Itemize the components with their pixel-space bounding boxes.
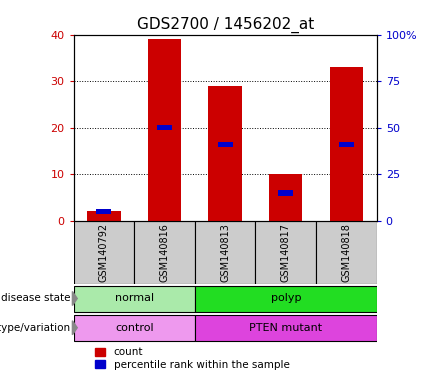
Text: normal: normal: [115, 293, 154, 303]
Text: GSM140792: GSM140792: [99, 223, 109, 282]
Text: genotype/variation: genotype/variation: [0, 323, 71, 333]
Bar: [195, 221, 255, 285]
Bar: [157, 125, 172, 131]
Bar: [316, 221, 377, 285]
Title: GDS2700 / 1456202_at: GDS2700 / 1456202_at: [136, 17, 314, 33]
Bar: [195, 315, 377, 341]
Bar: [74, 221, 134, 285]
Text: GSM140817: GSM140817: [281, 223, 291, 282]
Bar: [255, 221, 316, 285]
Bar: [209, 86, 242, 221]
Bar: [339, 142, 354, 147]
Bar: [134, 221, 195, 285]
Text: GSM140818: GSM140818: [341, 223, 352, 282]
Bar: [269, 174, 303, 221]
Text: GSM140816: GSM140816: [159, 223, 170, 282]
Legend: count, percentile rank within the sample: count, percentile rank within the sample: [94, 346, 291, 371]
Bar: [97, 209, 111, 214]
Text: polyp: polyp: [271, 293, 301, 303]
Bar: [87, 211, 120, 221]
Bar: [74, 286, 195, 312]
Bar: [330, 67, 363, 221]
Text: disease state: disease state: [1, 293, 71, 303]
Bar: [278, 190, 293, 195]
Text: control: control: [115, 323, 154, 333]
Polygon shape: [72, 321, 77, 335]
Polygon shape: [72, 291, 77, 306]
Text: GSM140813: GSM140813: [220, 223, 230, 282]
Bar: [195, 286, 377, 312]
Bar: [218, 142, 233, 147]
Bar: [74, 315, 195, 341]
Text: PTEN mutant: PTEN mutant: [249, 323, 322, 333]
Bar: [148, 39, 181, 221]
